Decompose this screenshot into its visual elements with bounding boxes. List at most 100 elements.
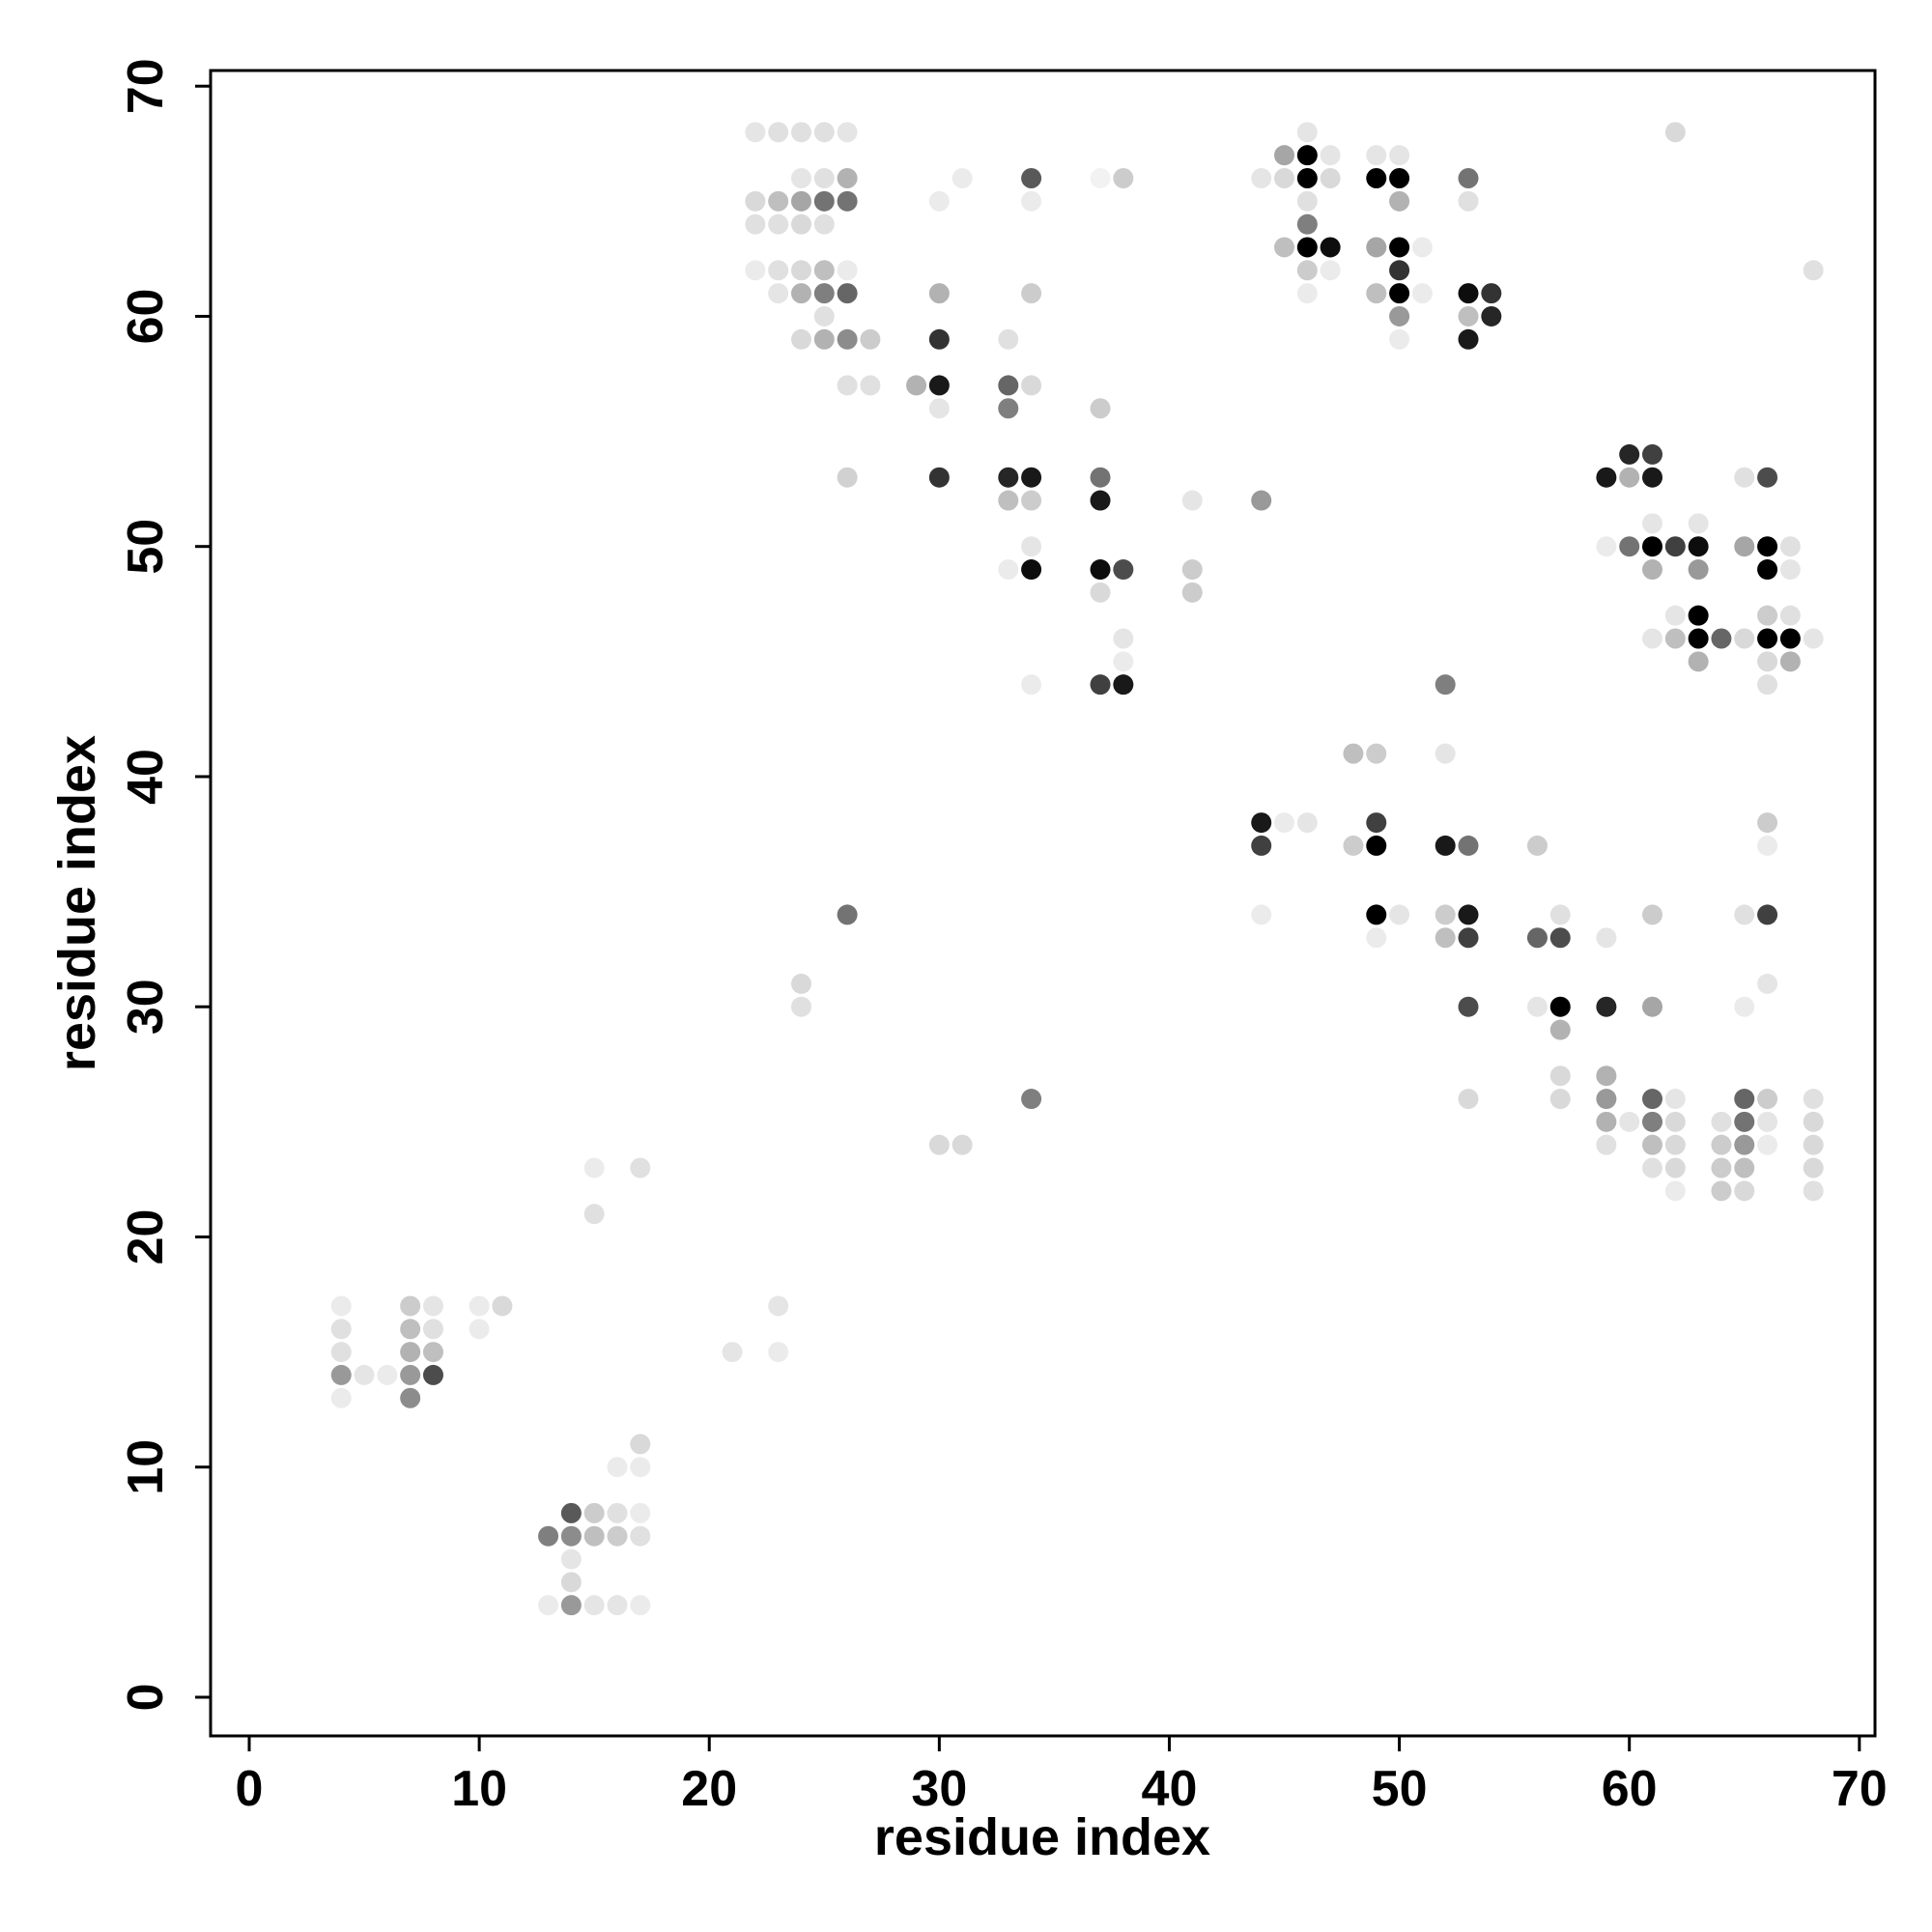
contact-point [607, 1525, 628, 1547]
contact-point [1596, 996, 1617, 1017]
contact-point [1757, 651, 1778, 672]
contact-point [1734, 467, 1755, 488]
contact-point [768, 1342, 789, 1363]
contact-point [1757, 835, 1778, 856]
contact-point [1803, 1157, 1824, 1179]
contact-point [837, 122, 858, 143]
contact-point [1113, 628, 1134, 649]
contact-point [583, 1525, 605, 1547]
contact-point [422, 1295, 443, 1317]
contact-point [837, 375, 858, 396]
contact-point [1251, 812, 1272, 834]
contact-point [1296, 283, 1318, 304]
contact-point [1779, 559, 1801, 581]
contact-point [790, 122, 811, 143]
contact-point [400, 1387, 421, 1408]
contact-point [1642, 1157, 1663, 1179]
y-tick-label: 0 [118, 1684, 174, 1712]
x-tick-label: 40 [1142, 1761, 1198, 1817]
contact-point [1366, 812, 1387, 834]
contact-point [1251, 904, 1272, 925]
contact-point [813, 305, 835, 327]
contact-point [1389, 328, 1410, 350]
contact-point [1458, 1089, 1479, 1110]
contact-point [1619, 467, 1640, 488]
contact-point [1734, 628, 1755, 649]
contact-point [1688, 559, 1709, 581]
contact-point [538, 1525, 559, 1547]
contact-point [998, 490, 1019, 511]
contact-point [928, 398, 950, 419]
contact-point [1320, 237, 1341, 258]
contact-point [1389, 168, 1410, 189]
contact-point [1734, 1111, 1755, 1132]
contact-point [1343, 835, 1364, 856]
x-axis-title: residue index [874, 1808, 1210, 1866]
contact-point [630, 1502, 651, 1523]
contact-point [1090, 559, 1111, 581]
contact-point [837, 190, 858, 212]
contact-point [400, 1364, 421, 1385]
contact-point [1664, 1089, 1686, 1110]
contact-point [860, 328, 881, 350]
contact-point [1274, 237, 1295, 258]
contact-point [1688, 536, 1709, 557]
contact-point [1757, 904, 1778, 925]
contact-point [928, 328, 950, 350]
contact-point [1366, 283, 1387, 304]
contact-point [630, 1595, 651, 1616]
contact-point [1711, 1111, 1732, 1132]
contact-point [1021, 559, 1042, 581]
contact-point [1734, 536, 1755, 557]
x-tick-label: 20 [681, 1761, 737, 1817]
contact-point [1803, 1089, 1824, 1110]
contact-point [492, 1295, 513, 1317]
contact-point [560, 1502, 582, 1523]
contact-point [1664, 605, 1686, 626]
contact-point [607, 1502, 628, 1523]
contact-point [768, 1295, 789, 1317]
x-tick-label: 70 [1832, 1761, 1888, 1817]
contact-point [1596, 536, 1617, 557]
contact-point [1803, 260, 1824, 281]
contact-point [1711, 1180, 1732, 1202]
contact-point [1711, 628, 1732, 649]
contact-point [1757, 536, 1778, 557]
contact-point [1664, 628, 1686, 649]
contact-point [790, 283, 811, 304]
contact-point [560, 1548, 582, 1570]
contact-point [1734, 904, 1755, 925]
contact-point [1734, 1089, 1755, 1110]
contact-point [1435, 743, 1456, 764]
contact-point [1526, 835, 1548, 856]
contact-point [1664, 536, 1686, 557]
contact-point [790, 260, 811, 281]
contact-point [1181, 490, 1203, 511]
contact-point [1757, 812, 1778, 834]
contact-point [1113, 559, 1134, 581]
contact-point [1642, 628, 1663, 649]
contact-point [469, 1319, 490, 1340]
contact-point [1688, 651, 1709, 672]
contact-point [1389, 283, 1410, 304]
contact-point [1596, 1134, 1617, 1155]
contact-point [1757, 467, 1778, 488]
contact-point [1274, 145, 1295, 166]
contact-point [1688, 628, 1709, 649]
contact-point [422, 1342, 443, 1363]
contact-point [1296, 213, 1318, 235]
contact-point [1021, 1089, 1042, 1110]
contact-point [1642, 467, 1663, 488]
contact-point [1366, 237, 1387, 258]
contact-point [1757, 605, 1778, 626]
contact-point [928, 283, 950, 304]
x-tick-label: 60 [1602, 1761, 1658, 1817]
contact-point [837, 467, 858, 488]
contact-point [1366, 835, 1387, 856]
y-tick-label: 60 [118, 289, 174, 345]
contact-point [1366, 904, 1387, 925]
contact-point [1435, 904, 1456, 925]
contact-point [583, 1502, 605, 1523]
contact-point [400, 1319, 421, 1340]
y-tick-label: 20 [118, 1209, 174, 1265]
